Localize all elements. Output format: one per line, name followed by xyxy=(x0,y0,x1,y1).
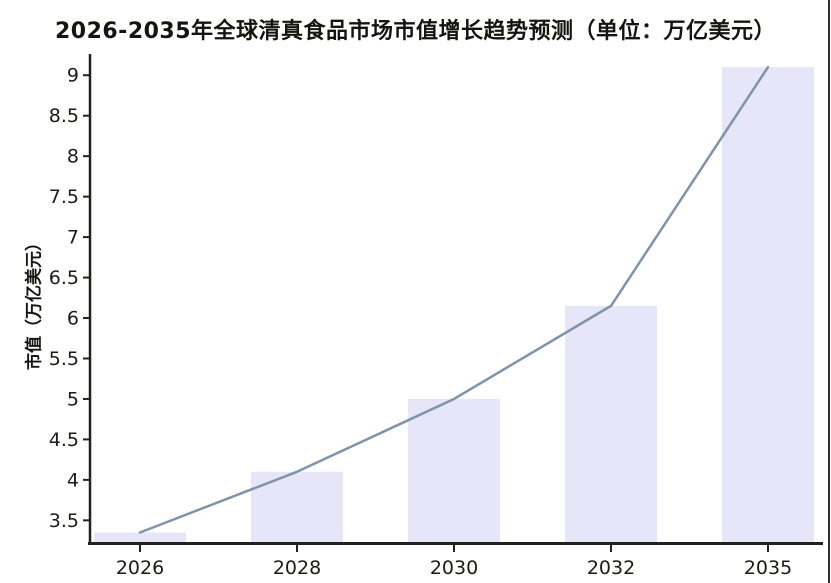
x-tick-label: 2026 xyxy=(116,557,164,579)
y-tick-label: 4 xyxy=(67,469,79,491)
image-right-border xyxy=(828,0,830,583)
y-tick-label: 8.5 xyxy=(49,105,79,127)
x-tick-label: 2030 xyxy=(430,557,478,579)
bar-2035 xyxy=(722,67,814,542)
bar-2032 xyxy=(565,305,657,542)
bar-2026 xyxy=(94,532,186,542)
y-tick-label: 5 xyxy=(67,388,79,410)
x-tick-label: 2028 xyxy=(273,557,321,579)
y-tick-label: 6.5 xyxy=(49,267,79,289)
bar-2028 xyxy=(251,471,343,542)
y-tick-label: 3.5 xyxy=(49,510,79,532)
y-tick-label: 7 xyxy=(67,227,79,249)
bar-2030 xyxy=(408,398,500,542)
y-tick-label: 7.5 xyxy=(49,186,79,208)
x-tick-label: 2032 xyxy=(587,557,635,579)
y-tick-label: 5.5 xyxy=(49,348,79,370)
chart-title: 2026-2035年全球清真食品市场市值增长趋势预测（单位：万亿美元） xyxy=(54,19,777,44)
x-tick-label: 2035 xyxy=(744,557,792,579)
y-tick-label: 8 xyxy=(67,146,79,168)
y-tick-label: 6 xyxy=(67,308,79,330)
trend-line xyxy=(138,65,770,534)
y-tick-label: 4.5 xyxy=(49,429,79,451)
y-tick-label: 9 xyxy=(67,65,79,87)
